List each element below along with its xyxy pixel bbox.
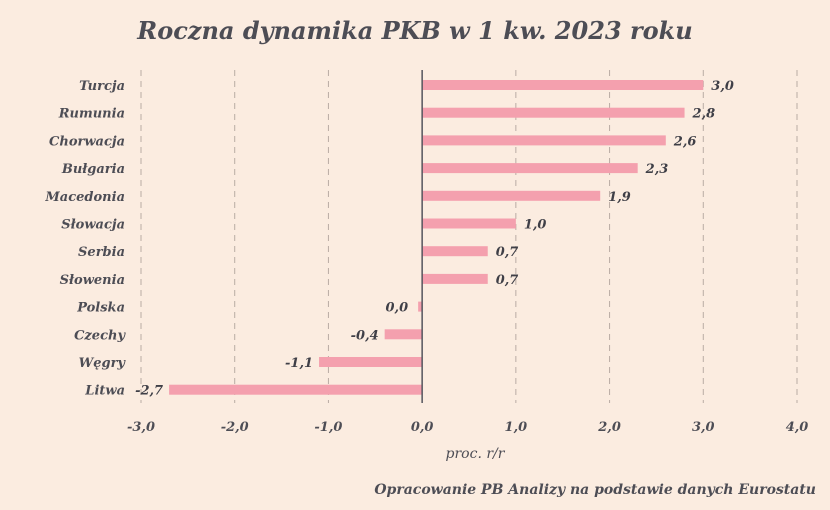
bar: [422, 107, 685, 118]
bar: [422, 80, 704, 90]
x-tick-label: 2,0: [597, 420, 621, 435]
category-label: Rumunia: [58, 107, 125, 122]
category-label: Chorwacja: [49, 134, 125, 149]
bar: [418, 301, 423, 312]
bar: [319, 357, 423, 367]
bar: [422, 218, 516, 229]
value-label: 1,0: [524, 218, 547, 233]
value-label: 1,9: [608, 190, 631, 205]
x-axis-title: proc. r/r: [446, 446, 506, 462]
value-label: 2,6: [673, 134, 697, 149]
category-label: Czechy: [74, 328, 126, 343]
value-label: -0,4: [351, 328, 379, 343]
value-label: 0,0: [386, 301, 409, 316]
x-tick-label: -3,0: [127, 420, 155, 435]
x-tick-label: 1,0: [505, 420, 528, 435]
value-label: 3,0: [711, 79, 734, 94]
bar: [422, 246, 488, 257]
category-label: Litwa: [84, 384, 125, 399]
x-tick-label: -2,0: [221, 420, 249, 435]
category-label: Słowenia: [60, 273, 125, 288]
category-label: Węgry: [79, 356, 127, 371]
x-tick-label: 3,0: [692, 420, 715, 435]
source-note: Opracowanie PB Analizy na podstawie dany…: [374, 482, 816, 498]
category-label: Słowacja: [61, 218, 125, 233]
value-label: -1,1: [285, 356, 313, 371]
x-tick-label: 4,0: [786, 420, 809, 435]
category-labels: Turcja Rumunia Chorwacja Bułgaria Macedonia S…: [44, 79, 126, 399]
chart-title: Roczna dynamika PKB w 1 kw. 2023 roku: [137, 16, 693, 45]
bar: [422, 190, 601, 201]
x-tick-label: 0,0: [411, 420, 434, 435]
value-label: 2,8: [692, 107, 716, 122]
value-labels: 3,0 2,8 2,6 2,3 1,9 1,0 0,7 0,7 0,0 -0,4 -1,1 -2,7: [135, 79, 734, 399]
grid-lines: [140, 70, 798, 403]
value-label: 0,7: [496, 245, 519, 260]
bars: [169, 80, 704, 395]
bar: [169, 384, 423, 395]
x-tick-labels: -3,0 -2,0 -1,0 0,0 1,0 2,0 3,0 4,0: [127, 420, 808, 435]
category-label: Bułgaria: [61, 162, 125, 177]
category-label: Turcja: [79, 79, 125, 94]
bar: [384, 329, 423, 340]
bar: [422, 163, 638, 174]
category-label: Serbia: [78, 245, 125, 260]
x-tick-label: -1,0: [314, 420, 342, 435]
value-label: -2,7: [135, 384, 163, 399]
bar: [422, 135, 666, 146]
value-label: 2,3: [645, 162, 669, 177]
category-label: Macedonia: [44, 190, 125, 205]
value-label: 0,7: [496, 273, 519, 288]
bar: [422, 273, 488, 284]
category-label: Polska: [76, 301, 125, 316]
